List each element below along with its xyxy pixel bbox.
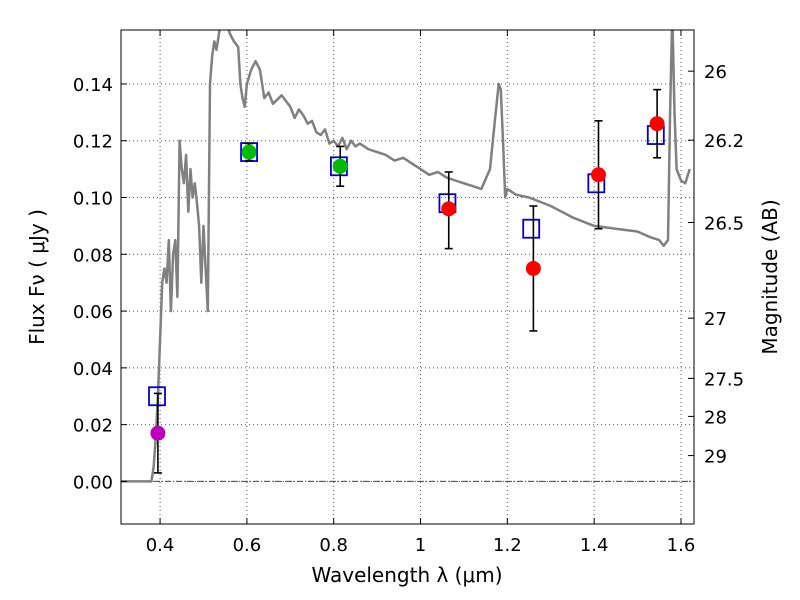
y2-tick-label: 26.2 (704, 131, 744, 152)
tick-labels: 0.4 0.6 0.8 1 1.2 1.4 1.6 0.00 0.02 0.04 0.06 0.08 0… (73, 62, 744, 556)
observed-flux-series (150, 116, 665, 441)
y-tick-label: 0.00 (73, 472, 113, 493)
y-tick-label: 0.10 (73, 189, 113, 210)
sed-model-series (121, 30, 691, 483)
error-bar-series (153, 88, 662, 474)
observed-flux-point (649, 116, 665, 132)
y-tick-label: 0.02 (73, 416, 113, 437)
x-tick-label: 1.4 (580, 535, 609, 556)
observed-flux-point (525, 260, 541, 276)
plot-frame (120, 29, 695, 525)
observed-flux-point (150, 425, 166, 441)
y-tick-label: 0.04 (73, 359, 113, 380)
x-tick-label: 1.2 (493, 535, 522, 556)
y2-tick-label: 27 (704, 309, 727, 330)
x-tick-label: 0.6 (233, 535, 262, 556)
y-tick-label: 0.06 (73, 302, 113, 323)
x-tick-label: 0.4 (146, 535, 175, 556)
y-tick-label: 0.12 (73, 132, 113, 153)
y2-tick-label: 29 (704, 447, 727, 468)
x-axis-title: Wavelength λ (μm) (311, 563, 502, 587)
sed-model-line (121, 30, 691, 483)
x-tick-label: 0.8 (319, 535, 348, 556)
x-tick-label: 1 (415, 535, 426, 556)
model-flux-square (522, 218, 541, 239)
y-tick-label: 0.08 (73, 245, 113, 266)
observed-flux-point (332, 158, 348, 174)
x-tick-label: 1.6 (667, 535, 696, 556)
observed-flux-point (441, 201, 457, 217)
observed-flux-point (241, 144, 257, 160)
model-flux-series (148, 125, 665, 407)
y2-tick-label: 28 (704, 407, 727, 428)
y-tick-label: 0.14 (73, 75, 113, 96)
y2-axis-title: Magnitude (AB) (758, 199, 782, 354)
model-flux-square (148, 386, 166, 407)
y2-tick-label: 27.5 (704, 369, 744, 390)
axis-ticks (121, 30, 694, 524)
y2-tick-label: 26.5 (704, 213, 744, 234)
y-axis-title: Flux Fν ( μJy ) (25, 209, 49, 345)
y2-tick-label: 26 (704, 62, 727, 83)
observed-flux-point (591, 167, 606, 183)
